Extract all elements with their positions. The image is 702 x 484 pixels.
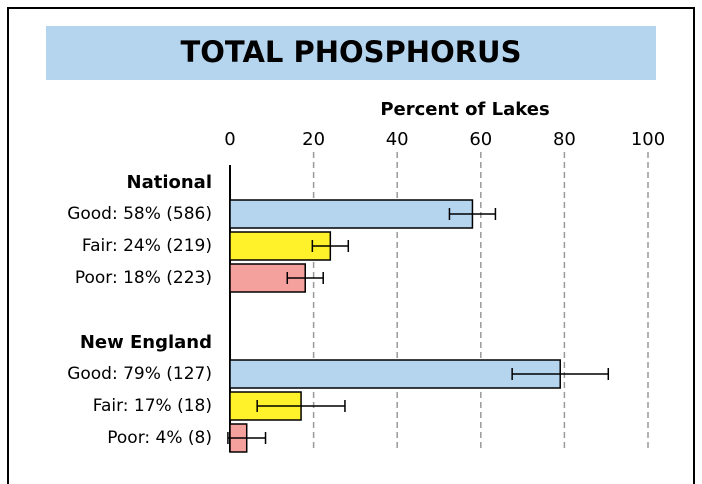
x-tick-label: 60 — [469, 129, 492, 150]
error-bar — [286, 272, 324, 284]
x-tick-label: 100 — [631, 129, 665, 150]
category-label: Fair: 17% (18) — [93, 396, 212, 416]
group-label: New England — [80, 332, 212, 353]
x-tick-label: 0 — [224, 129, 235, 150]
x-tick-label: 20 — [302, 129, 325, 150]
title-band — [46, 26, 656, 80]
error-bar — [311, 240, 350, 252]
category-label: Poor: 4% (8) — [107, 428, 212, 448]
error-bar — [511, 368, 610, 380]
category-label: Poor: 18% (223) — [75, 268, 212, 288]
x-tick-label: 40 — [386, 129, 409, 150]
bar — [229, 359, 561, 389]
category-label: Fair: 24% (219) — [82, 236, 212, 256]
category-label: Good: 58% (586) — [67, 204, 212, 224]
error-bar — [256, 400, 346, 412]
bar — [229, 199, 474, 229]
frame — [7, 7, 695, 484]
category-label: Good: 79% (127) — [67, 364, 212, 384]
error-bar — [448, 208, 497, 220]
x-axis-label: Percent of Lakes — [380, 99, 549, 120]
chart-title: TOTAL PHOSPHORUS — [181, 35, 522, 69]
group-label: National — [127, 172, 212, 193]
x-tick-label: 80 — [553, 129, 576, 150]
error-bar — [227, 432, 267, 444]
